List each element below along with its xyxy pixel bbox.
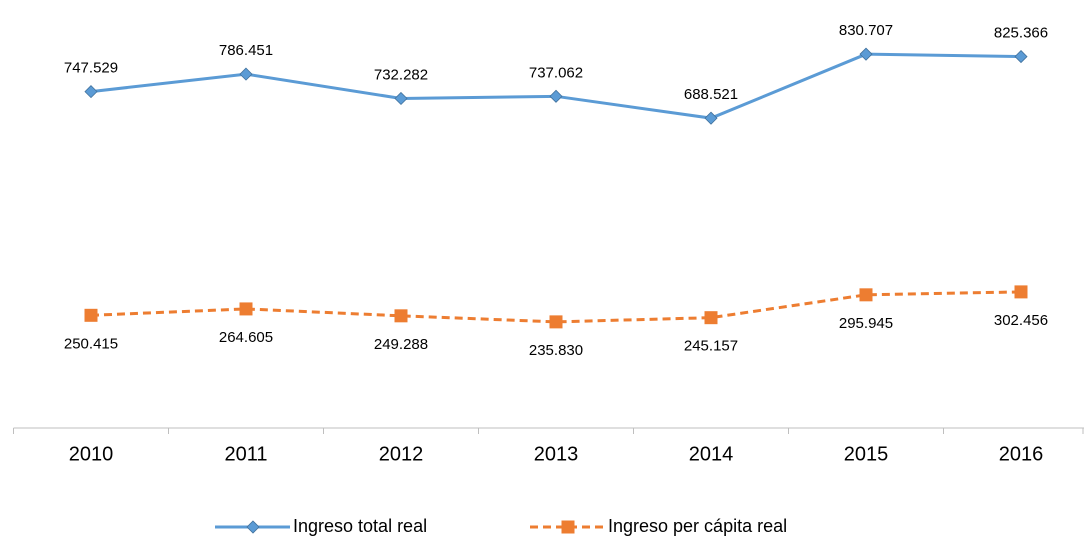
data-label: 825.366	[994, 25, 1048, 42]
marker	[549, 89, 563, 103]
x-tick-label: 2010	[69, 443, 114, 465]
marker	[859, 47, 873, 61]
marker	[239, 67, 253, 81]
marker	[1014, 50, 1028, 64]
data-label: 250.415	[64, 335, 118, 352]
legend-label: Ingreso per cápita real	[608, 516, 787, 536]
marker	[704, 311, 718, 325]
x-tick-label: 2012	[379, 443, 424, 465]
marker	[84, 308, 98, 322]
marker	[394, 309, 408, 323]
data-label: 688.521	[684, 86, 738, 103]
data-label: 235.830	[529, 342, 583, 359]
marker	[1014, 285, 1028, 299]
data-label: 249.288	[374, 336, 428, 353]
data-label: 264.605	[219, 329, 273, 346]
data-label: 830.707	[839, 22, 893, 39]
marker	[246, 520, 260, 534]
legend-label: Ingreso total real	[293, 516, 427, 536]
marker	[84, 85, 98, 99]
marker	[239, 302, 253, 316]
x-tick-label: 2011	[224, 443, 267, 465]
data-label: 295.945	[839, 315, 893, 332]
x-tick-label: 2013	[534, 443, 579, 465]
data-label: 747.529	[64, 60, 118, 77]
marker	[549, 315, 563, 329]
data-label: 786.451	[219, 42, 273, 59]
marker	[859, 288, 873, 302]
marker	[704, 111, 718, 125]
marker	[394, 91, 408, 106]
x-tick-label: 2016	[999, 443, 1044, 465]
data-label: 302.456	[994, 312, 1048, 329]
x-tick-label: 2015	[844, 443, 889, 465]
data-label: 732.282	[374, 66, 428, 83]
data-label: 737.062	[529, 64, 583, 81]
marker	[561, 520, 575, 534]
data-label: 245.157	[684, 338, 738, 355]
x-tick-label: 2014	[689, 443, 734, 465]
